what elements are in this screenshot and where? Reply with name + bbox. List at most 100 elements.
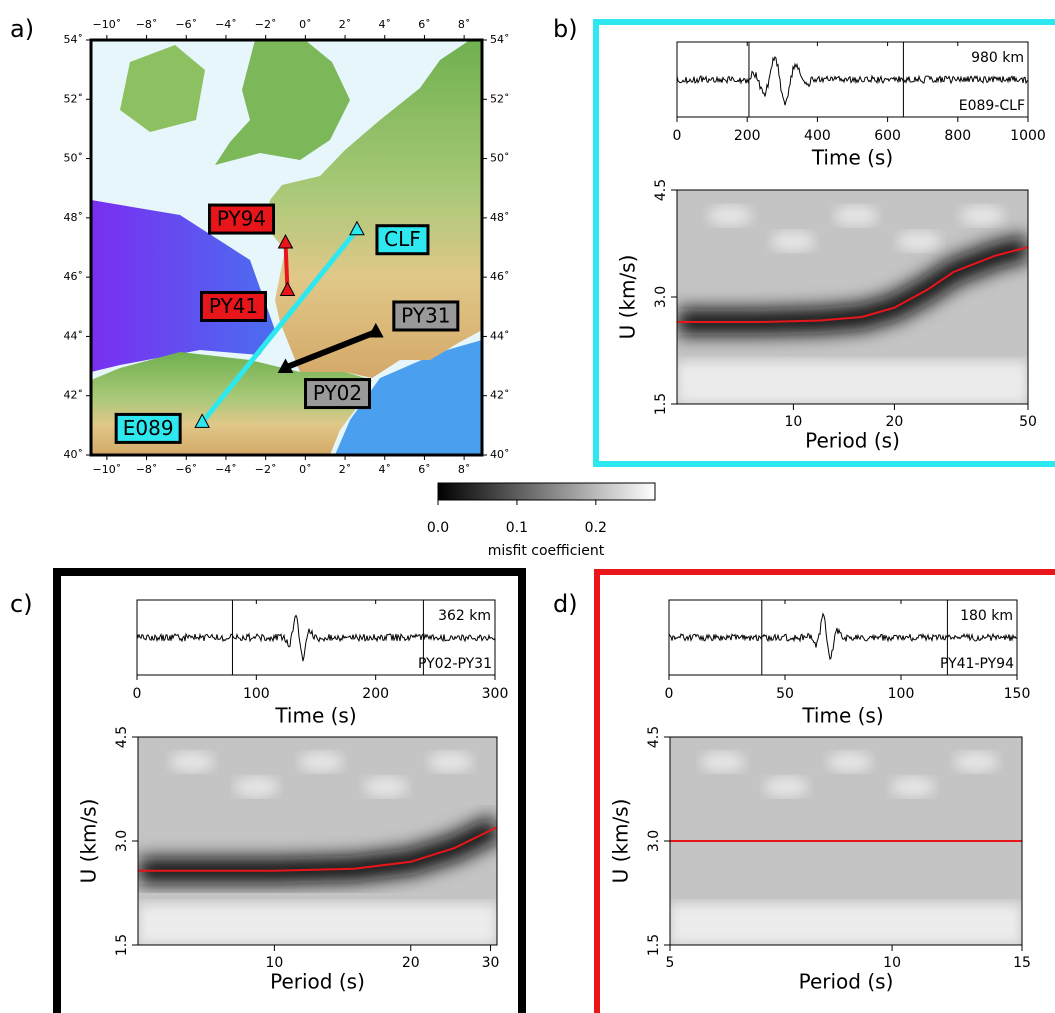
map-frame (89, 38, 484, 457)
y-tick-label: 3.0 (114, 830, 130, 852)
misfit-blob (363, 776, 408, 797)
distance-label: 180 km (960, 608, 1013, 624)
y-tick-label: 52˚ (64, 92, 84, 105)
y-tick-label: 3.0 (653, 286, 669, 308)
x-tick-label: 30 (482, 955, 500, 971)
colorbar-tick-label: 0.0 (427, 520, 449, 536)
station-label: PY31 (401, 303, 450, 327)
y-tick-label: 50˚ (490, 152, 510, 165)
y-tick-label: 46˚ (490, 270, 510, 283)
x-tick-label: −6˚ (175, 18, 197, 31)
y-tick-label: 54˚ (490, 33, 510, 46)
x-tick-label: 0 (673, 128, 682, 144)
x-tick-label: 4˚ (378, 18, 391, 31)
waveform (668, 612, 1018, 661)
pair-label: E089-CLF (959, 98, 1025, 114)
colorbar-tick-label: 0.1 (506, 520, 528, 536)
x-axis-label: Time (s) (274, 704, 356, 728)
x-tick-label: 20 (886, 414, 904, 430)
misfit-blob (960, 205, 1005, 226)
x-axis-label: Time (s) (801, 704, 883, 728)
x-tick-label: −2˚ (255, 463, 277, 476)
pair-label: PY02-PY31 (418, 656, 492, 672)
colorbar (437, 482, 656, 501)
misfit-blob (700, 751, 745, 772)
y-tick-label: 42˚ (64, 389, 84, 402)
distance-label: 980 km (971, 50, 1024, 66)
pair-label: PY41-PY94 (940, 656, 1014, 672)
x-tick-label: 2˚ (339, 18, 352, 31)
x-tick-label: 300 (482, 686, 509, 702)
x-tick-label: −4˚ (215, 18, 237, 31)
colorbar-label: misfit coefficient (488, 543, 605, 559)
misfit-blob (890, 776, 935, 797)
x-axis-label: Period (s) (799, 970, 894, 994)
x-tick-label: 0 (133, 686, 142, 702)
station (279, 281, 296, 296)
y-tick-label: 54˚ (64, 33, 84, 46)
y-tick-label: 1.5 (653, 393, 669, 415)
y-tick-label: 42˚ (490, 389, 510, 402)
x-tick-label: 50 (776, 686, 794, 702)
misfit-blob (707, 205, 752, 226)
misfit-blob (827, 751, 872, 772)
misfit-blob (897, 231, 942, 252)
y-tick-label: 44˚ (490, 329, 510, 342)
x-axis-label: Period (s) (270, 970, 365, 994)
x-tick-label: 50 (1019, 414, 1037, 430)
x-tick-label: 10 (883, 955, 901, 971)
panel-label: d) (553, 590, 578, 618)
station-label-box (114, 412, 182, 444)
waveform (136, 614, 496, 662)
x-tick-label: 600 (874, 128, 901, 144)
x-tick-label: −8˚ (136, 18, 158, 31)
misfit-blob (169, 751, 214, 772)
panel-frame (594, 569, 1055, 1013)
panel-frame (53, 568, 526, 1013)
y-tick-label: 4.5 (646, 726, 662, 748)
panel-label: c) (10, 590, 33, 618)
x-tick-label: 6˚ (418, 18, 431, 31)
station-label: CLF (384, 227, 421, 251)
distance-label: 362 km (438, 608, 491, 624)
x-tick-label: 800 (944, 128, 971, 144)
y-axis-label: U (km/s) (77, 799, 101, 884)
y-axis-label: U (km/s) (609, 799, 633, 884)
x-tick-label: 1000 (1010, 128, 1046, 144)
x-tick-label: −2˚ (255, 18, 277, 31)
misfit-blob (954, 751, 999, 772)
misfit-background (670, 903, 1022, 945)
x-tick-label: 100 (243, 686, 270, 702)
x-tick-label: 20 (402, 955, 420, 971)
panel-frame (593, 19, 1055, 467)
misfit-background (138, 903, 497, 945)
y-tick-label: 48˚ (64, 211, 84, 224)
x-tick-label: 150 (1004, 686, 1031, 702)
misfit-blob (764, 776, 809, 797)
y-tick-label: 40˚ (64, 448, 84, 461)
misfit-blob (770, 231, 815, 252)
y-tick-label: 4.5 (653, 179, 669, 201)
y-tick-label: 44˚ (64, 329, 84, 342)
station-label-box (199, 290, 267, 322)
x-tick-label: 10 (784, 414, 802, 430)
x-tick-label: 200 (734, 128, 761, 144)
misfit-blob (834, 205, 879, 226)
dispersion-image (138, 737, 497, 945)
x-axis-label: Time (s) (811, 146, 893, 170)
ray-path (284, 329, 377, 371)
x-tick-label: 5 (666, 955, 675, 971)
x-tick-label: 4˚ (378, 463, 391, 476)
x-tick-label: 6˚ (418, 463, 431, 476)
station (194, 413, 210, 428)
y-tick-label: 50˚ (64, 152, 84, 165)
x-tick-label: 15 (1013, 955, 1031, 971)
station (349, 220, 365, 236)
x-tick-label: −10˚ (93, 463, 122, 476)
x-tick-label: 400 (804, 128, 831, 144)
x-tick-label: 8˚ (458, 463, 471, 476)
station-label: E089 (123, 416, 174, 440)
station (277, 233, 294, 249)
y-tick-label: 3.0 (646, 830, 662, 852)
